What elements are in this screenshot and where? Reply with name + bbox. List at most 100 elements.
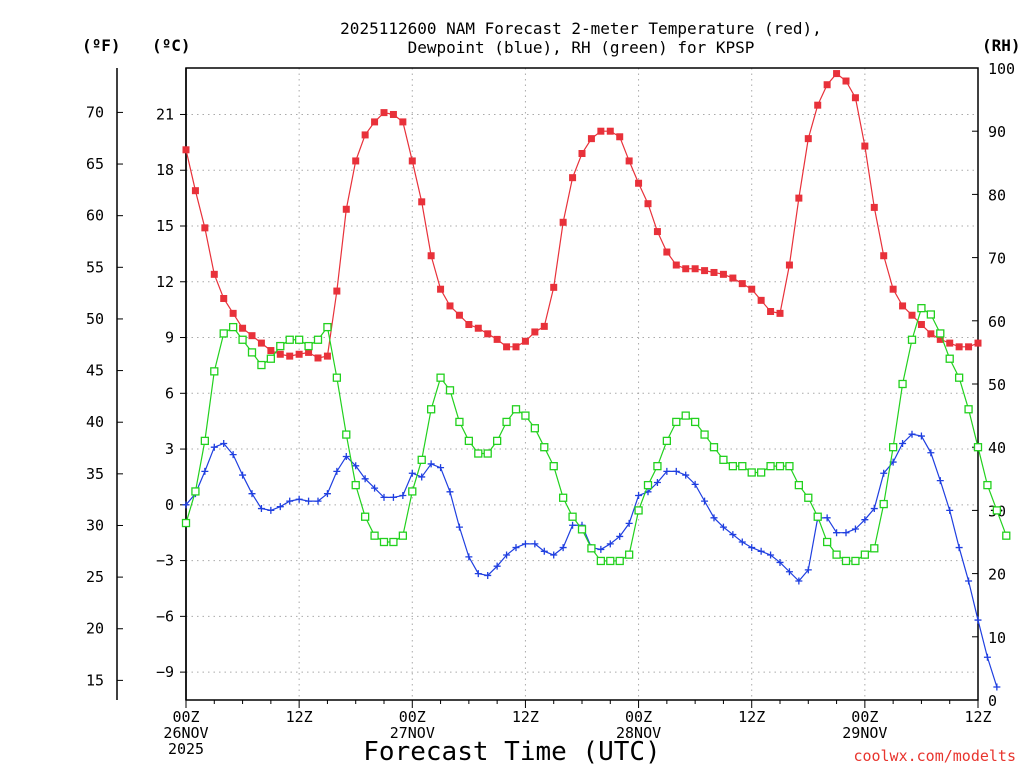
celsius-tick-label-1: 18 [156,161,174,179]
rh-point-77 [907,335,917,344]
rh-unit-label: (RH) [982,36,1021,55]
rh-point-60 [747,468,756,477]
series-layer [181,70,1011,691]
rh-point-23 [398,531,408,540]
temperature-point-18 [352,157,360,165]
temperature-point-16 [333,287,341,295]
rh-point-71 [851,556,860,566]
rh-point-66 [804,493,813,502]
rh-point-80 [936,329,945,338]
dewpoint-point-55 [701,497,709,505]
rh-point-73 [870,544,879,553]
temperature-point-60 [748,285,756,293]
rh-point-19 [360,512,370,521]
rh-tick-label-4: 60 [988,313,1006,331]
rh-point-20 [370,531,379,540]
rh-point-55 [700,430,709,439]
time-tick-label-2-1: 27NOV [390,724,435,742]
dewpoint-point-64 [785,568,793,576]
rh-point-15 [323,322,332,332]
time-tick-label-2-0: 00Z [399,708,426,726]
dewpoint-point-44 [597,545,605,553]
rh-point-43 [587,544,596,553]
time-tick-label-4-0: 00Z [625,708,652,726]
temperature-point-76 [899,302,907,310]
temperature-point-25 [418,198,426,206]
temperature-point-39 [550,283,558,291]
rh-point-76 [898,379,907,389]
dewpoint-point-27 [437,464,445,472]
rh-series [181,304,1011,566]
temperature-point-27 [437,285,445,293]
rh-point-46 [615,556,624,566]
temperature-point-50 [653,228,661,236]
time-tick-label-0-1: 26NOV [163,724,208,742]
temperature-point-61 [757,296,765,304]
rh-point-24 [408,487,417,496]
rh-point-16 [332,373,342,382]
rh-point-56 [709,443,719,452]
temperature-point-34 [503,343,511,351]
rh-point-50 [653,462,662,471]
rh-point-32 [483,449,492,458]
temperature-point-40 [559,218,567,226]
temperature-point-32 [484,330,492,338]
rh-point-57 [719,455,728,464]
temperature-point-20 [371,118,379,126]
fahrenheit-tick-label-7: 35 [86,465,104,483]
temperature-point-57 [719,270,727,278]
temperature-point-81 [946,339,954,347]
rh-point-36 [521,411,530,420]
dewpoint-point-70 [842,529,850,537]
rh-point-10 [276,341,285,351]
celsius-tick-label-4: 9 [165,329,174,347]
dewpoint-point-12 [295,495,303,503]
temperature-point-48 [635,179,643,187]
dewpoint-point-8 [257,505,265,513]
x-axis-label: Forecast Time (UTC) [363,737,660,767]
temperature-point-68 [823,81,831,89]
temperature-point-66 [804,135,812,143]
rh-point-35 [511,405,521,414]
dewpoint-point-37 [531,540,539,548]
dewpoint-point-57 [719,523,727,531]
temperature-point-24 [408,157,416,165]
dewpoint-series [182,430,1001,691]
dewpoint-point-24 [408,469,416,477]
temperature-series [182,70,982,362]
rh-point-39 [549,462,558,471]
rh-tick-label-5: 50 [988,376,1006,394]
celsius-tick-label-5: 6 [165,384,174,402]
rh-point-54 [690,417,700,427]
dewpoint-point-79 [927,449,935,457]
rh-point-41 [568,512,577,521]
dewpoint-point-80 [936,477,944,485]
temperature-point-0 [182,146,190,154]
dewpoint-point-26 [427,460,435,468]
dewpoint-point-68 [823,514,831,522]
temperature-point-9 [267,347,275,355]
dewpoint-point-45 [606,540,614,548]
rh-point-69 [832,550,841,559]
temperature-point-41 [569,174,577,182]
dewpoint-point-16 [333,467,341,475]
dewpoint-point-2 [201,467,209,475]
fahrenheit-tick-label-4: 50 [86,310,104,328]
credit-label: coolwx.com/modelts [853,747,1016,765]
temperature-point-2 [201,224,209,232]
celsius-tick-label-6: 3 [165,440,174,458]
dewpoint-point-35 [512,544,520,552]
dewpoint-point-53 [682,471,690,479]
rh-point-17 [342,430,351,439]
temperature-point-36 [521,337,529,345]
time-tick-label-4-1: 28NOV [616,724,661,742]
dewpoint-point-31 [474,570,482,578]
fahrenheit-tick-label-2: 60 [86,207,104,225]
dewpoint-point-73 [870,505,878,513]
chart-subtitle: Dewpoint (blue), RH (green) for KPSP [408,38,755,57]
dewpoint-point-76 [899,439,907,447]
rh-point-64 [785,462,794,471]
temperature-point-12 [295,350,303,358]
temperature-point-4 [220,294,228,302]
